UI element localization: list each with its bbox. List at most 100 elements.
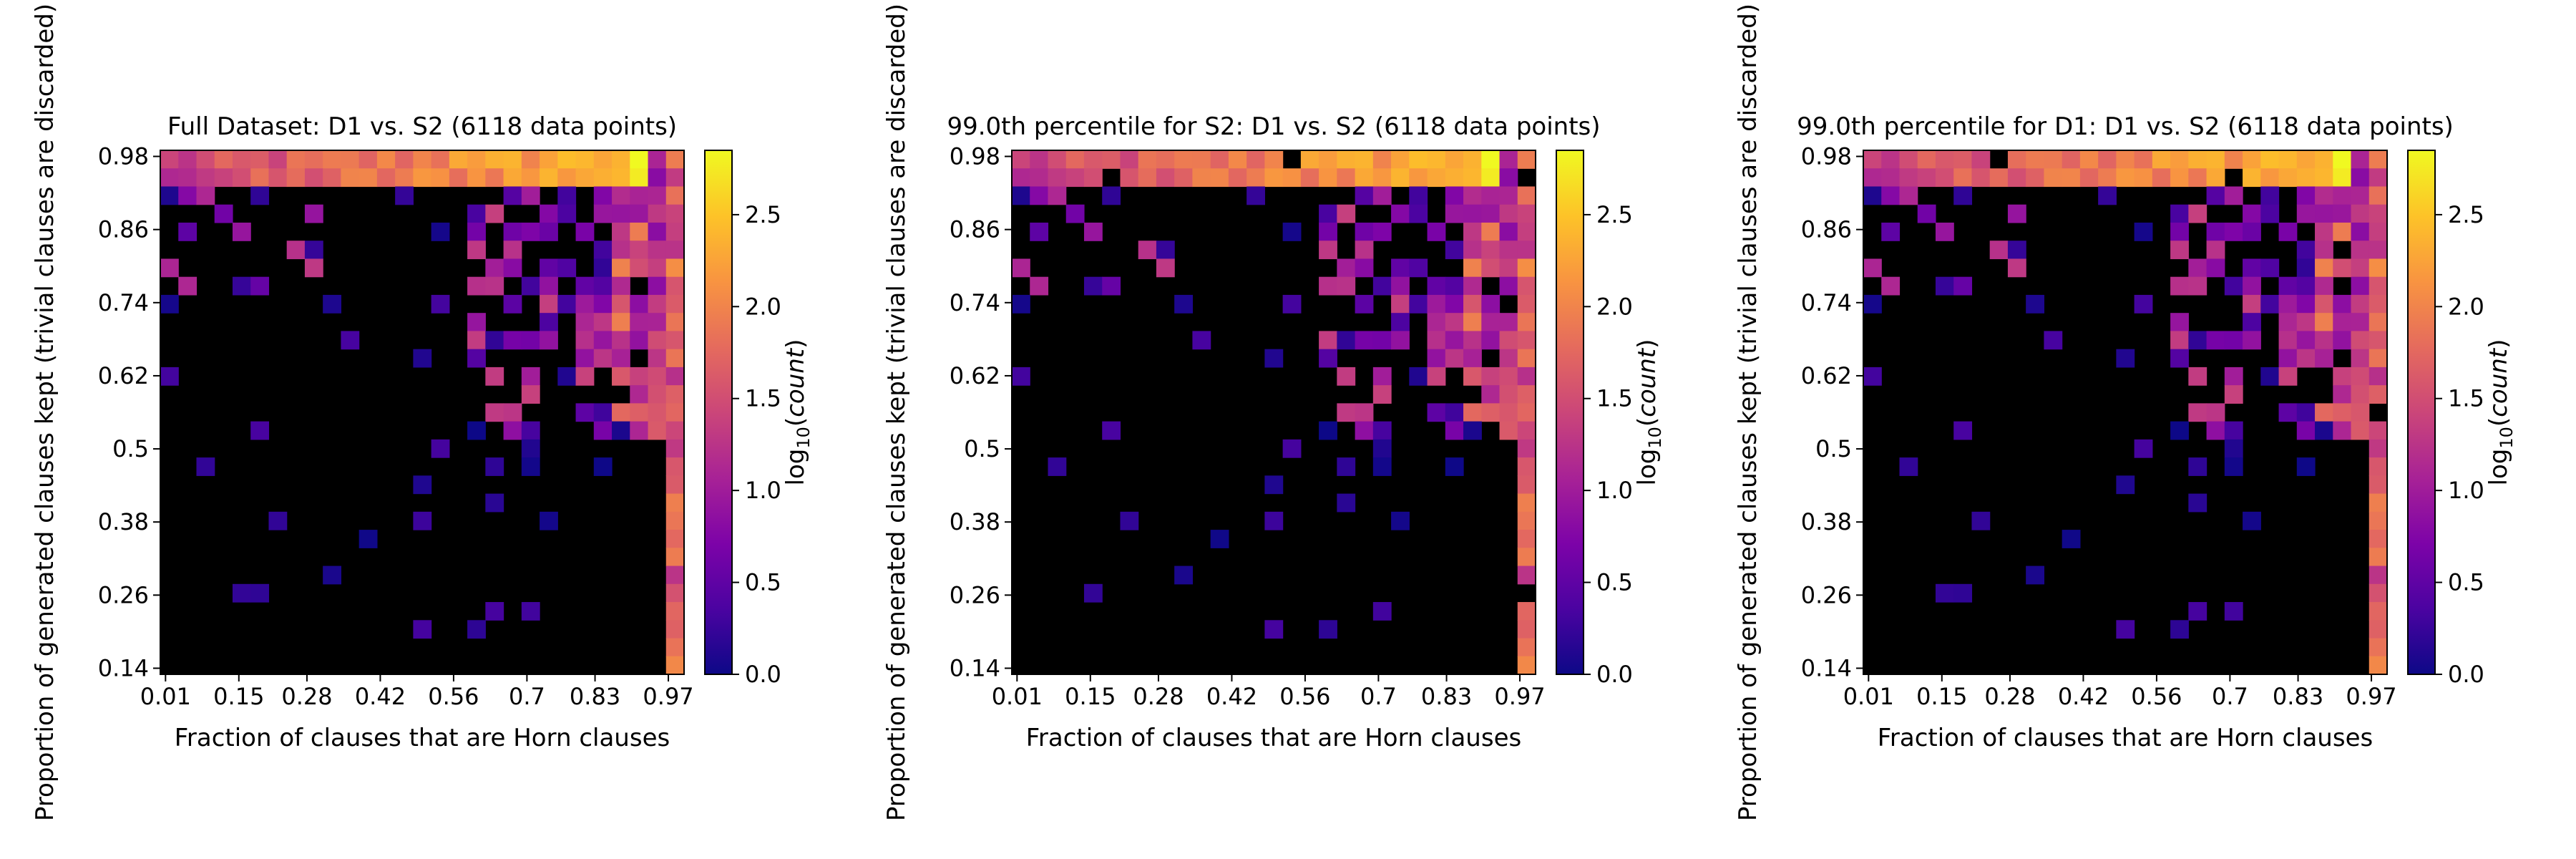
heatmap-cell	[1463, 186, 1482, 205]
heatmap-cell	[1391, 313, 1410, 332]
heatmap-cell	[593, 276, 613, 296]
heatmap-cell	[1463, 313, 1482, 332]
heatmap-cell	[1517, 602, 1536, 621]
heatmap-cell	[2351, 150, 2370, 169]
colorbar-label-open-paren: (	[2484, 417, 2513, 427]
heatmap-cell	[323, 294, 342, 314]
heatmap-cell	[521, 331, 540, 350]
heatmap-cell	[1282, 222, 1302, 241]
heatmap-cell	[2206, 222, 2225, 241]
heatmap-cell	[2243, 276, 2261, 296]
heatmap-cell	[593, 258, 613, 278]
heatmap-cell	[2368, 583, 2388, 603]
heatmap-cell	[612, 150, 630, 169]
heatmap-cell	[593, 241, 613, 260]
heatmap-cell	[1517, 457, 1536, 476]
heatmap-cell	[304, 241, 323, 260]
heatmap-cell	[1953, 583, 1973, 603]
heatmap-cell	[665, 475, 685, 495]
heatmap-cell	[521, 150, 540, 169]
heatmap-cell	[1156, 168, 1175, 188]
heatmap-cell	[1445, 150, 1464, 169]
heatmap-cell	[341, 150, 360, 169]
panel-2: 0.01 0.15 0.28 0.42 0.56 0.7 0.83 0.97 0.98 0.86 0…	[882, 4, 1665, 821]
colorbar-label-base: log	[1633, 449, 1662, 486]
heatmap-cell	[648, 331, 667, 350]
heatmap-cell	[665, 403, 685, 422]
heatmap-cell	[395, 168, 414, 188]
heatmap-cell	[2333, 385, 2352, 404]
heatmap-cell	[2296, 403, 2316, 422]
heatmap-cell	[2333, 204, 2352, 223]
heatmap-cell	[1282, 294, 1302, 314]
heatmap-cell	[540, 222, 558, 241]
heatmap-cell	[1264, 150, 1284, 169]
heatmap-cell	[341, 331, 360, 350]
heatmap-cell	[2224, 331, 2243, 350]
heatmap-cell	[286, 241, 306, 260]
heatmap-cell	[1463, 294, 1482, 314]
heatmap-cell	[2351, 204, 2370, 223]
y-tick-label: 0.38	[950, 508, 1000, 535]
heatmap-cell	[2351, 349, 2370, 368]
heatmap-cell	[2170, 313, 2189, 332]
heatmap-cell	[1517, 258, 1536, 278]
heatmap-cell	[1174, 168, 1194, 188]
y-tick-label: 0.86	[950, 216, 1000, 243]
heatmap-cell	[1264, 349, 1284, 368]
colorbar-tick-label: 2.0	[2448, 293, 2484, 320]
heatmap-cell	[1445, 349, 1464, 368]
heatmap-cell	[2206, 241, 2225, 260]
heatmap-cell	[1391, 511, 1410, 530]
heatmap-cell	[593, 294, 613, 314]
colorbar	[1556, 150, 1584, 674]
heatmap-cell	[1517, 638, 1536, 657]
heatmap-cell	[2368, 620, 2388, 639]
heatmap-cell	[2224, 421, 2243, 440]
heatmap-cell	[1881, 222, 1901, 241]
y-tick-label: 0.62	[950, 362, 1000, 389]
heatmap-cell	[2134, 439, 2153, 458]
heatmap-cell	[521, 421, 540, 440]
heatmap-cell	[1391, 276, 1410, 296]
heatmap-cell	[2243, 313, 2261, 332]
heatmap-cell	[1445, 403, 1464, 422]
heatmap-cell	[1517, 331, 1536, 350]
heatmap-cell	[521, 439, 540, 458]
heatmap-cell	[557, 294, 577, 314]
heatmap-cell	[2079, 150, 2099, 169]
heatmap-cell	[540, 511, 558, 530]
heatmap-cell	[575, 276, 595, 296]
heatmap-cell	[540, 331, 558, 350]
heatmap-cell	[1427, 367, 1446, 386]
colorbar	[705, 150, 732, 674]
heatmap-cell	[648, 258, 667, 278]
heatmap-cell	[2206, 331, 2225, 350]
heatmap-cell	[1445, 241, 1464, 260]
x-tick-label: 0.97	[1494, 683, 1545, 710]
heatmap-cell	[304, 204, 323, 223]
heatmap-cell	[2315, 331, 2333, 350]
colorbar-label: log10(count)	[2484, 339, 2517, 486]
heatmap-cell	[593, 313, 613, 332]
heatmap-cell	[1372, 367, 1392, 386]
heatmap-cell	[1899, 150, 1918, 169]
heatmap-cell	[593, 457, 613, 476]
heatmap-cell	[1463, 222, 1482, 241]
heatmap-cell	[2368, 511, 2388, 530]
heatmap-cell	[1517, 566, 1536, 585]
heatmap-cell	[196, 150, 215, 169]
heatmap-cell	[2296, 313, 2316, 332]
heatmap-cell	[1337, 204, 1356, 223]
heatmap-cell	[431, 222, 450, 241]
heatmap-cell	[413, 349, 432, 368]
heatmap-cell	[1391, 204, 1410, 223]
heatmap-cell	[2007, 204, 2026, 223]
heatmap-cell	[1174, 294, 1194, 314]
heatmap-cell	[1863, 294, 1882, 314]
heatmap-cell	[2116, 475, 2135, 495]
heatmap-cell	[2368, 294, 2388, 314]
heatmap-cell	[2296, 186, 2316, 205]
heatmap-cell	[2333, 403, 2352, 422]
heatmap-cell	[2351, 241, 2370, 260]
